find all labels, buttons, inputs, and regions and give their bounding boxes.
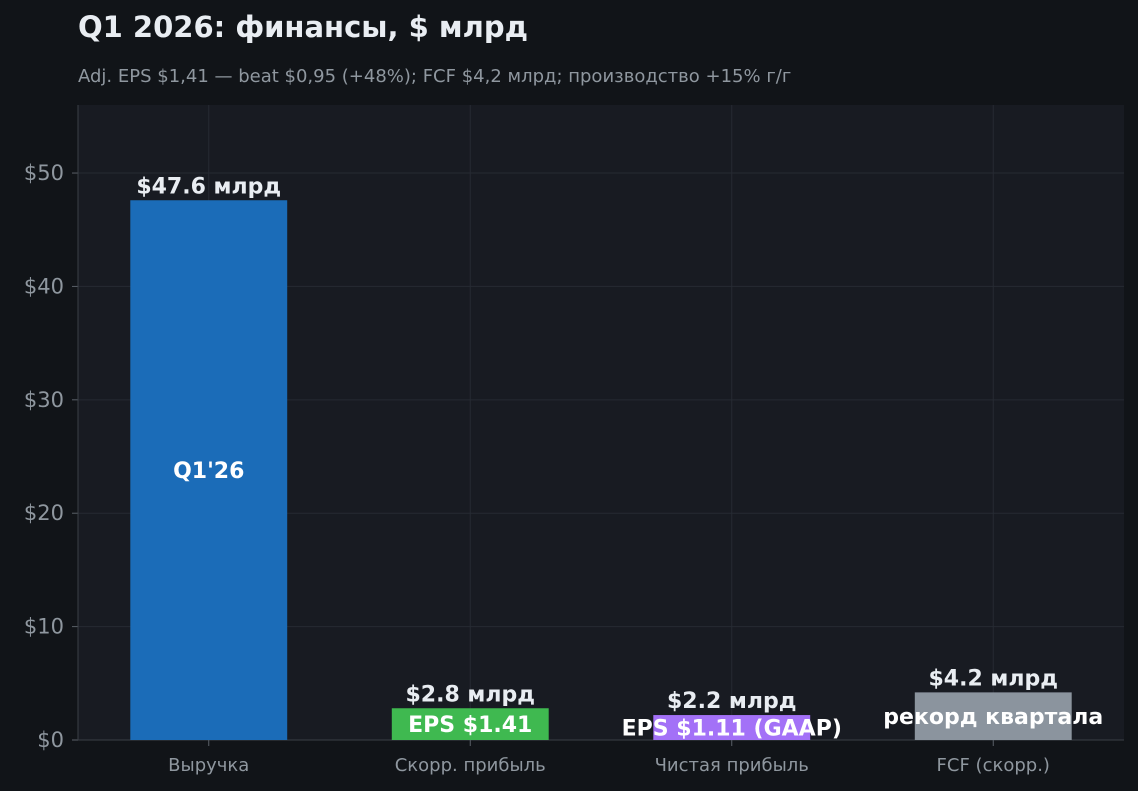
bar — [653, 715, 811, 740]
x-tick-label: Чистая прибыль — [655, 755, 809, 776]
y-tick-label: $30 — [24, 388, 64, 412]
bar-value-label: $47.6 млрд — [136, 174, 281, 199]
chart-subtitle: Adj. EPS $1,41 — beat $0,95 (+48%); FCF … — [78, 66, 792, 87]
bar-inner-label: рекорд квартала — [883, 705, 1103, 730]
x-tick-label: Выручка — [168, 755, 249, 776]
bar — [391, 708, 549, 740]
x-tick-label: FCF (скорр.) — [937, 755, 1050, 776]
bar-inner-label: Q1'26 — [173, 459, 244, 484]
bar-inner-label: EPS $1.41 — [408, 713, 532, 738]
y-tick-label: $10 — [24, 615, 64, 639]
x-tick-label: Скорр. прибыль — [395, 755, 546, 776]
bar-value-label: $4.2 млрд — [928, 666, 1058, 691]
y-tick-label: $0 — [37, 728, 64, 752]
chart-title: Q1 2026: финансы, $ млрд — [78, 10, 528, 44]
y-tick-label: $20 — [24, 501, 64, 525]
bar — [130, 200, 288, 740]
y-tick-label: $40 — [24, 274, 64, 298]
bar — [914, 692, 1072, 740]
bar-value-label: $2.8 млрд — [405, 682, 535, 707]
bar-inner-label: EPS $1.11 (GAAP) — [622, 717, 842, 742]
y-tick-label: $50 — [24, 161, 64, 185]
bar-value-label: $2.2 млрд — [667, 689, 797, 714]
